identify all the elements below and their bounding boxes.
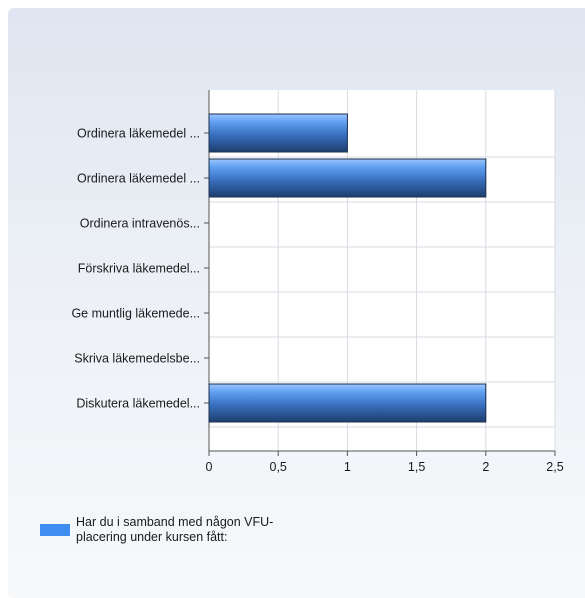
bar <box>208 113 348 153</box>
bar-chart: 0 0,5 1 1,5 2 2,5 Ordinera läkemedel ... Ordine… <box>71 90 564 475</box>
category-label: Ordinera läkemedel ... <box>77 172 200 186</box>
x-tick-label: 0,5 <box>270 460 287 474</box>
x-tick-label: 2,5 <box>546 460 563 474</box>
category-label: Ordinera intravenös... <box>80 217 200 231</box>
bar <box>208 158 487 198</box>
legend: Har du i samband med någon VFU-placering… <box>40 515 281 545</box>
bar <box>208 383 487 423</box>
bars <box>208 113 487 423</box>
x-tick-label: 1 <box>344 460 351 474</box>
legend-label: Har du i samband med någon VFU-placering… <box>76 515 274 544</box>
category-label: Skriva läkemedelsbe... <box>74 352 200 366</box>
legend-swatch <box>40 524 70 536</box>
category-label: Ge muntlig läkemede... <box>71 307 200 321</box>
category-label: Förskriva läkemedel... <box>78 262 200 276</box>
x-tick-label: 0 <box>206 460 213 474</box>
category-label: Ordinera läkemedel ... <box>77 127 200 141</box>
category-label: Diskutera läkemedel... <box>76 397 200 411</box>
x-tick-label: 1,5 <box>408 460 425 474</box>
x-tick-label: 2 <box>482 460 489 474</box>
labels: 0 0,5 1 1,5 2 2,5 Ordinera läkemedel ... Ordine… <box>71 127 563 475</box>
